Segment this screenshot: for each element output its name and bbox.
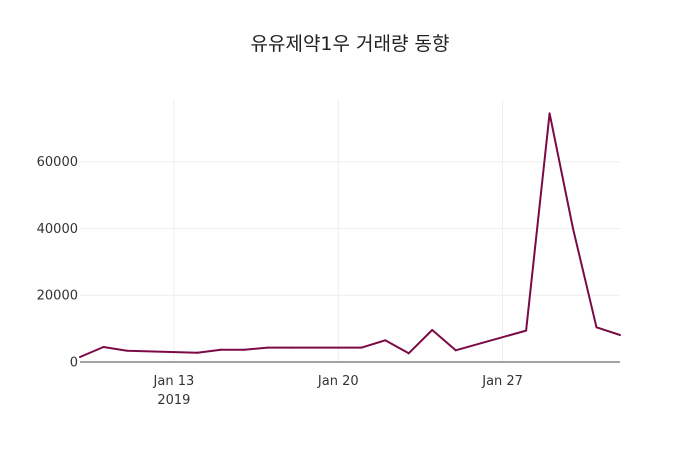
data-point bbox=[125, 349, 128, 352]
data-point bbox=[290, 346, 293, 349]
x-tick-label: Jan 20 bbox=[317, 374, 359, 389]
data-point bbox=[219, 348, 222, 351]
data-point bbox=[243, 348, 246, 351]
chart-title: 유유제약1우 거래량 동향 bbox=[251, 33, 450, 55]
data-point bbox=[619, 333, 621, 336]
y-tick-label: 60000 bbox=[37, 155, 78, 170]
x-tick-label: Jan 27 bbox=[481, 374, 523, 389]
data-point bbox=[196, 351, 199, 354]
data-point bbox=[407, 352, 410, 355]
data-point bbox=[525, 329, 528, 332]
series-line bbox=[79, 112, 621, 358]
data-point bbox=[548, 112, 551, 115]
x-tick-label: Jan 13 bbox=[153, 374, 195, 389]
x-tick-sublabel: 2019 bbox=[157, 393, 190, 408]
data-point bbox=[360, 346, 363, 349]
y-tick-label: 20000 bbox=[37, 289, 78, 304]
data-point bbox=[595, 326, 598, 329]
axes: Jan 13 2019 Jan 20 Jan 27 0 20000 40000 60000 bbox=[37, 155, 620, 408]
data-point bbox=[454, 349, 457, 352]
data-point bbox=[572, 227, 575, 230]
y-tick-label: 40000 bbox=[37, 222, 78, 237]
data-point bbox=[266, 346, 269, 349]
data-point bbox=[431, 328, 434, 331]
grid bbox=[80, 100, 620, 362]
data-point bbox=[384, 339, 387, 342]
data-point bbox=[79, 355, 81, 358]
series-layer bbox=[79, 112, 621, 358]
data-point bbox=[102, 345, 105, 348]
y-tick-label: 0 bbox=[70, 356, 78, 371]
